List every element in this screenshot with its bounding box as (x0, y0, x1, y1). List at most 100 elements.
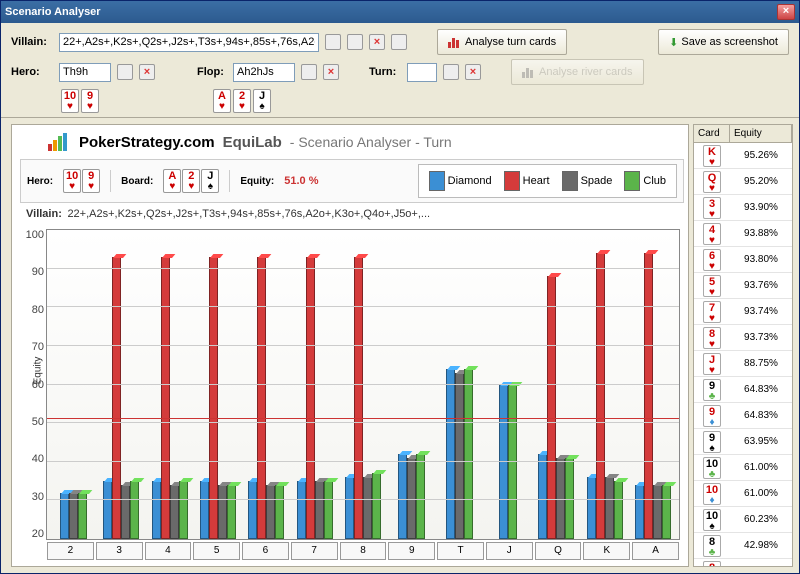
turn-cards-icon[interactable] (443, 64, 459, 80)
bar-diamond[interactable] (248, 481, 257, 539)
y-axis: 1009080706050403020 (22, 229, 44, 540)
bar-diamond[interactable] (200, 481, 209, 539)
bar-spade[interactable] (653, 485, 662, 539)
bar-spade[interactable] (605, 477, 614, 539)
chart-area: Equity 1009080706050403020 23456789TJQKA (46, 229, 680, 560)
equity-row[interactable]: 10♣61.00% (694, 455, 792, 481)
bar-club[interactable] (508, 385, 517, 540)
bar-spade[interactable] (363, 477, 372, 539)
cards-picker-icon[interactable] (347, 34, 363, 50)
turn-input[interactable] (407, 63, 437, 82)
x-tick[interactable]: 2 (47, 542, 94, 560)
x-tick[interactable]: 5 (193, 542, 240, 560)
bar-spade[interactable] (455, 373, 464, 539)
x-tick[interactable]: 9 (388, 542, 435, 560)
bar-heart[interactable] (161, 257, 170, 539)
bar-club[interactable] (227, 485, 236, 539)
equity-row[interactable]: 9♦64.83% (694, 403, 792, 429)
bar-diamond[interactable] (345, 477, 354, 539)
equity-row[interactable]: 8♦42.98% (694, 559, 792, 566)
bar-heart[interactable] (306, 257, 315, 539)
x-tick[interactable]: A (632, 542, 679, 560)
bar-heart[interactable] (257, 257, 266, 539)
bar-club[interactable] (130, 481, 139, 539)
equity-row[interactable]: 9♠63.95% (694, 429, 792, 455)
bar-club[interactable] (179, 481, 188, 539)
bar-diamond[interactable] (587, 477, 596, 539)
clear-villain-icon[interactable]: × (369, 34, 385, 50)
chart-panel: PokerStrategy.com EquiLab - Scenario Ana… (11, 124, 689, 567)
range-grid-icon[interactable] (325, 34, 341, 50)
bar-diamond[interactable] (152, 481, 161, 539)
equity-row[interactable]: 10♦61.00% (694, 481, 792, 507)
x-tick[interactable]: 4 (145, 542, 192, 560)
bar-diamond[interactable] (499, 385, 508, 540)
bar-club[interactable] (662, 485, 671, 539)
bar-club[interactable] (416, 454, 425, 539)
equity-row[interactable]: 3♥93.90% (694, 195, 792, 221)
equity-row[interactable]: 5♥93.76% (694, 273, 792, 299)
bar-spade[interactable] (266, 485, 275, 539)
x-tick[interactable]: Q (535, 542, 582, 560)
bar-diamond[interactable] (398, 454, 407, 539)
x-tick[interactable]: K (583, 542, 630, 560)
equity-table-body[interactable]: K♥95.26%Q♥95.20%3♥93.90%4♥93.88%6♥93.80%… (694, 143, 792, 566)
hero-cards-icon[interactable] (117, 64, 133, 80)
x-tick[interactable]: 6 (242, 542, 289, 560)
equity-row[interactable]: K♥95.26% (694, 143, 792, 169)
bar-club[interactable] (464, 369, 473, 539)
bar-heart[interactable] (209, 257, 218, 539)
bar-diamond[interactable] (297, 481, 306, 539)
clear-turn-icon[interactable]: × (465, 64, 481, 80)
equity-row[interactable]: 6♥93.80% (694, 247, 792, 273)
bar-spade[interactable] (170, 485, 179, 539)
bar-heart[interactable] (354, 257, 363, 539)
x-tick[interactable]: T (437, 542, 484, 560)
brand-text-2: EquiLab (223, 134, 282, 151)
equity-table: Card Equity K♥95.26%Q♥95.20%3♥93.90%4♥93… (693, 124, 793, 567)
bar-spade[interactable] (218, 485, 227, 539)
bar-club[interactable] (372, 473, 381, 539)
save-screenshot-label: Save as screenshot (681, 36, 778, 48)
equity-row[interactable]: 4♥93.88% (694, 221, 792, 247)
equity-row[interactable]: 8♥93.73% (694, 325, 792, 351)
equity-row[interactable]: 8♣42.98% (694, 533, 792, 559)
equity-row[interactable]: 9♣64.83% (694, 377, 792, 403)
info-equity-value: 51.0 % (284, 175, 318, 187)
villain-input[interactable] (59, 33, 319, 52)
bar-diamond[interactable] (446, 369, 455, 539)
x-tick[interactable]: 3 (96, 542, 143, 560)
flop-cards-icon[interactable] (301, 64, 317, 80)
logo-icon (48, 133, 67, 151)
x-tick[interactable]: 7 (291, 542, 338, 560)
close-button[interactable]: × (777, 4, 795, 20)
bar-spade[interactable] (315, 481, 324, 539)
equity-row[interactable]: 7♥93.74% (694, 299, 792, 325)
hero-cards-display: 10♥9♥ (61, 89, 99, 113)
x-tick[interactable]: 8 (340, 542, 387, 560)
bar-diamond[interactable] (635, 485, 644, 539)
hero-input[interactable] (59, 63, 111, 82)
brand-text: PokerStrategy.com (79, 134, 215, 151)
extra-icon[interactable] (391, 34, 407, 50)
bar-heart[interactable] (644, 253, 653, 539)
bar-heart[interactable] (596, 253, 605, 539)
bar-club[interactable] (614, 481, 623, 539)
bar-club[interactable] (324, 481, 333, 539)
bar-spade[interactable] (121, 485, 130, 539)
flop-input[interactable] (233, 63, 295, 82)
bar-heart[interactable] (112, 257, 121, 539)
clear-flop-icon[interactable]: × (323, 64, 339, 80)
clear-hero-icon[interactable]: × (139, 64, 155, 80)
bar-diamond[interactable] (538, 454, 547, 539)
analyse-turn-button[interactable]: Analyse turn cards (437, 29, 567, 55)
save-screenshot-button[interactable]: ⬇ Save as screenshot (658, 29, 789, 55)
toolbar: Villain: × Analyse turn cards ⬇ Save as … (1, 23, 799, 118)
equity-row[interactable]: 10♠60.23% (694, 507, 792, 533)
bar-club[interactable] (275, 485, 284, 539)
x-tick[interactable]: J (486, 542, 533, 560)
equity-row[interactable]: Q♥95.20% (694, 169, 792, 195)
equity-row[interactable]: J♥88.75% (694, 351, 792, 377)
info-row: Hero: 10♥9♥ Board: A♥2♥J♠ Equity: 51.0 %… (20, 159, 684, 203)
bar-diamond[interactable] (103, 481, 112, 539)
